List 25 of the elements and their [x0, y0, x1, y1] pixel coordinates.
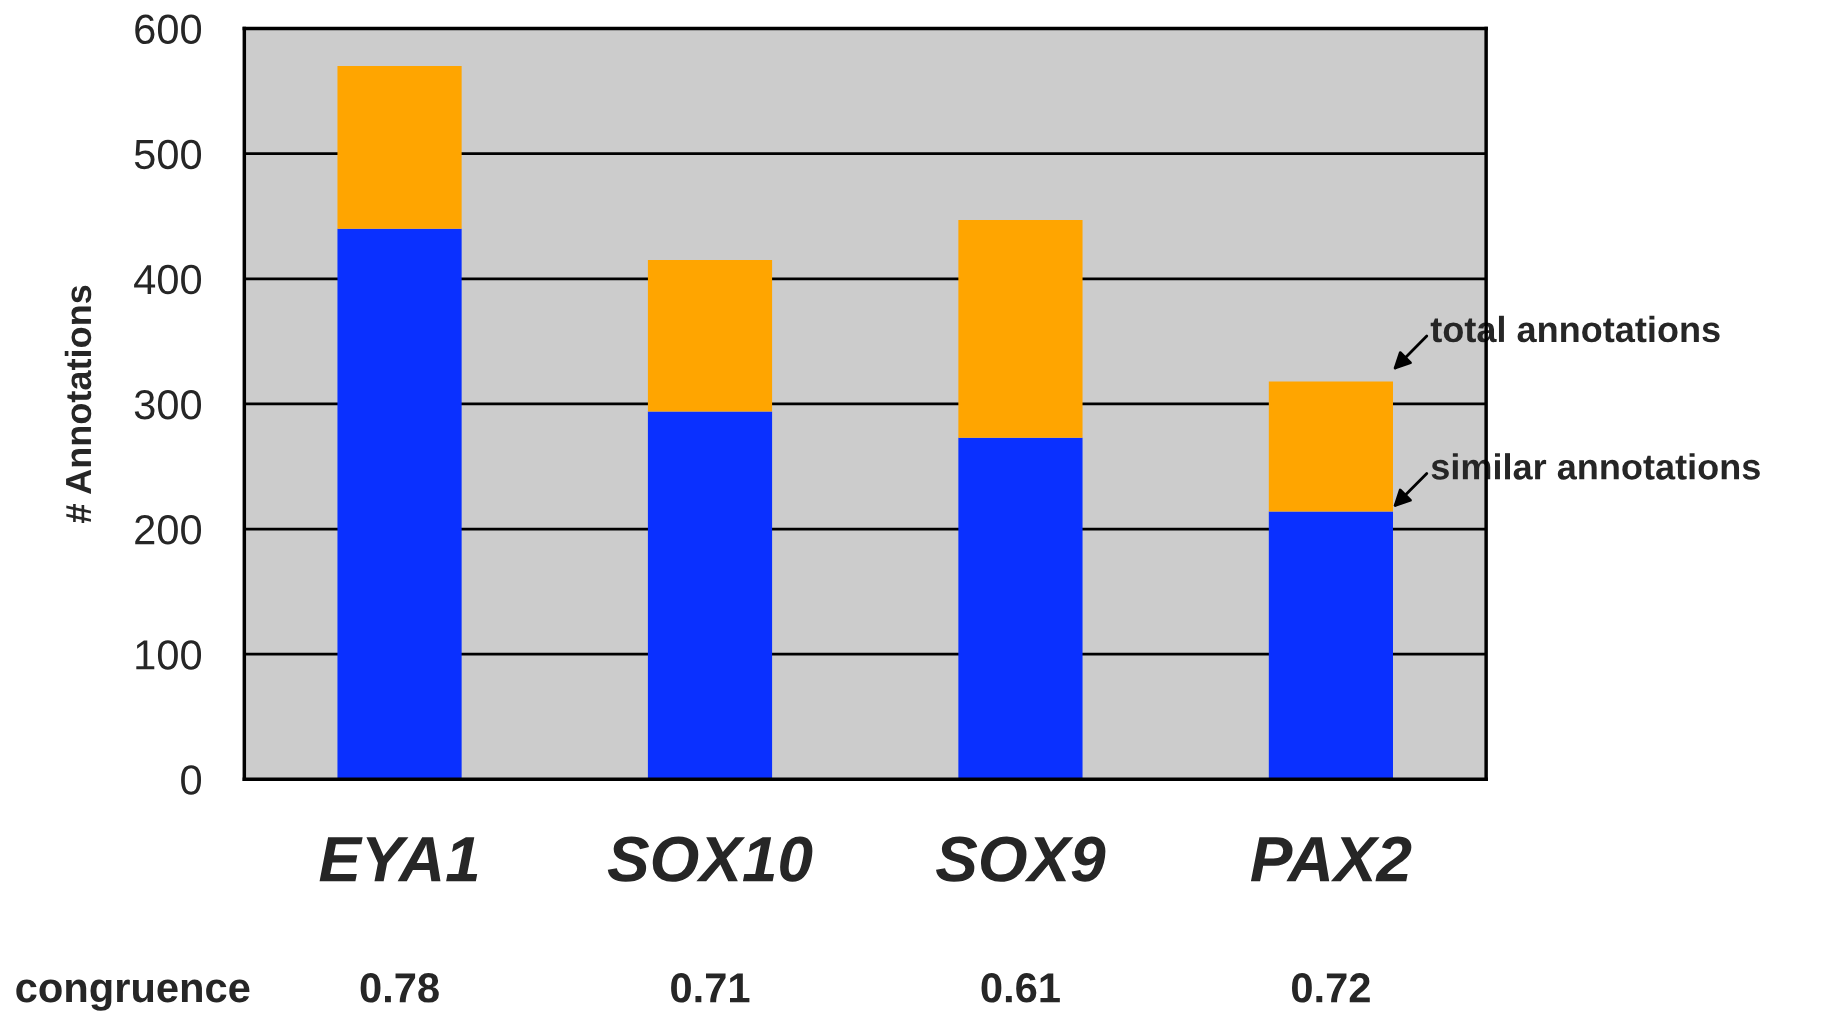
y-tick-label: 500 [134, 139, 202, 170]
y-tick-label: 400 [134, 264, 202, 295]
bar [647, 411, 773, 780]
x-tick-label: SOX10 [607, 836, 813, 882]
text: congruence [16, 979, 250, 1011]
bar [647, 260, 773, 412]
bar [337, 66, 462, 229]
text: 0.78 [360, 973, 439, 1003]
x-tick-label: PAX2 [1250, 836, 1412, 882]
y-tick-label: 100 [136, 640, 202, 670]
x-tick-label: SOX9 [936, 836, 1106, 882]
x-tick-label: EYA1 [319, 837, 478, 882]
y-tick-label: 600 [135, 14, 202, 45]
bar [1268, 511, 1393, 780]
text: 0.72 [1292, 973, 1370, 1003]
bar [1268, 381, 1393, 512]
text: 0.71 [671, 973, 750, 1003]
bar [958, 437, 1083, 780]
text: 0.61 [981, 973, 1060, 1003]
bar [337, 228, 462, 780]
bar [958, 219, 1083, 438]
y-tick-label: 0 [181, 765, 202, 795]
y-tick-label: 200 [135, 515, 202, 545]
y-tick-label: 300 [134, 389, 202, 420]
y-axis-title: # Annotations [64, 285, 92, 523]
